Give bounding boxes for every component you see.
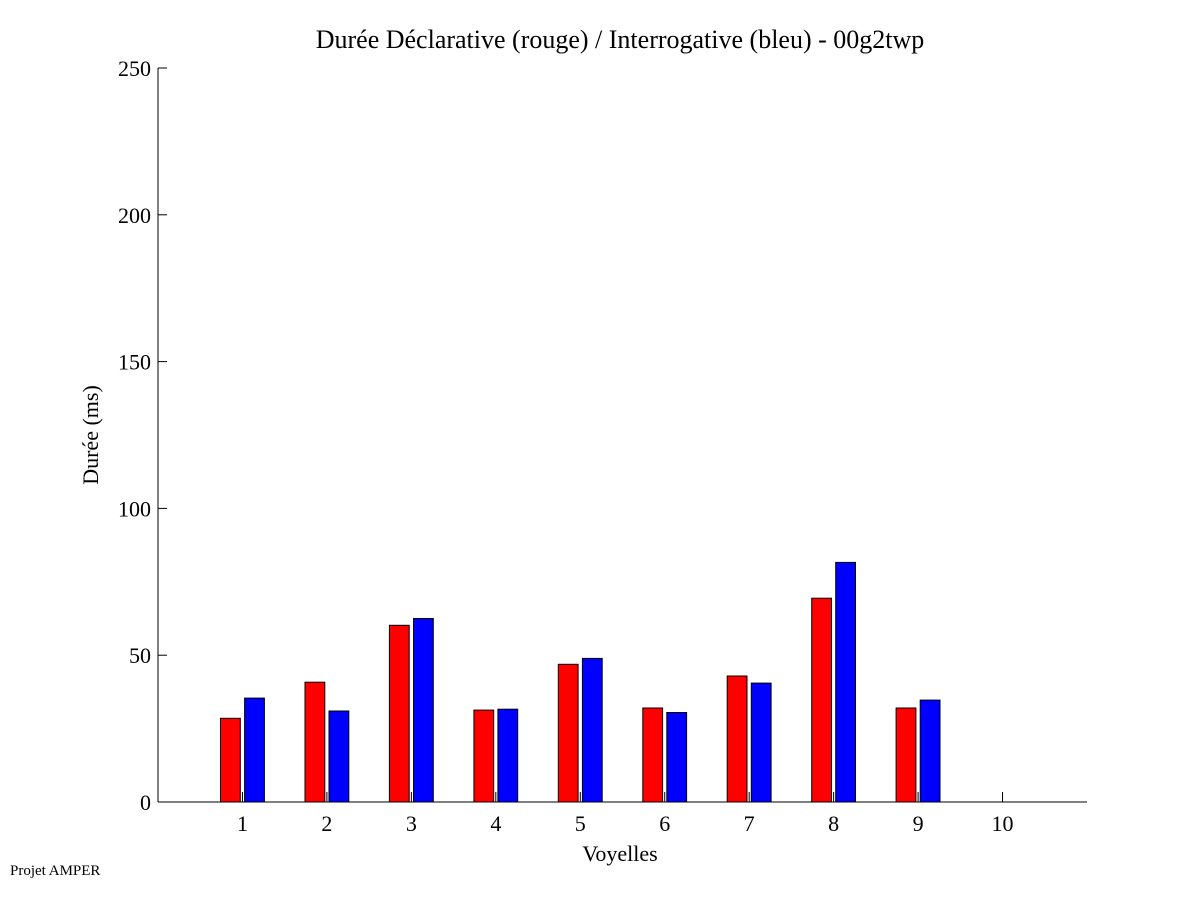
footer-text: Projet AMPER — [10, 863, 101, 879]
bar-series-1-cat-6 — [642, 707, 664, 803]
x-tick-label: 2 — [321, 811, 332, 836]
chart-title: Durée Déclarative (rouge) / Interrogativ… — [316, 25, 925, 54]
x-tick-label: 3 — [406, 811, 417, 836]
bar-series-2-cat-1 — [244, 697, 265, 803]
x-tick-label: 4 — [490, 811, 501, 836]
bar-series-2-cat-4 — [497, 708, 519, 803]
bar-series-1-cat-5 — [557, 663, 579, 803]
bar-series-2-cat-7 — [750, 682, 772, 803]
bar-series-1-cat-8 — [811, 597, 833, 803]
y-tick-label: 50 — [129, 643, 151, 668]
y-tick-label: 150 — [118, 350, 151, 375]
bar-series-2-cat-3 — [413, 618, 434, 803]
bar-series-1-cat-9 — [895, 707, 917, 803]
x-tick-label: 10 — [992, 811, 1014, 836]
y-tick-label: 100 — [118, 496, 151, 521]
bar-series-2-cat-6 — [666, 712, 688, 803]
bar-series-1-cat-4 — [473, 709, 495, 803]
bar-series-1-cat-1 — [220, 717, 241, 803]
x-tick-label: 8 — [828, 811, 839, 836]
x-tick-label: 9 — [913, 811, 924, 836]
y-tick-label: 250 — [118, 56, 151, 81]
x-tick-label: 1 — [237, 811, 248, 836]
x-axis-label: Voyelles — [582, 841, 657, 866]
x-tick-label: 5 — [575, 811, 586, 836]
y-tick-label: 0 — [140, 790, 151, 815]
bar-series-2-cat-9 — [919, 699, 941, 803]
y-tick-label: 200 — [118, 203, 151, 228]
bar-series-2-cat-8 — [835, 561, 857, 803]
bar-series-2-cat-5 — [581, 657, 603, 803]
x-tick-label: 6 — [659, 811, 670, 836]
plot-area: 0 50 100 150 200 250 1 2 3 4 5 6 7 8 9 10 — [118, 56, 1087, 836]
bar-series-1-cat-3 — [388, 624, 410, 803]
bar-series-1-cat-2 — [304, 681, 326, 803]
y-axis-label: Durée (ms) — [78, 385, 103, 485]
bar-series-2-cat-2 — [328, 710, 350, 803]
bar-series-1-cat-7 — [726, 675, 748, 803]
x-tick-label: 7 — [744, 811, 755, 836]
